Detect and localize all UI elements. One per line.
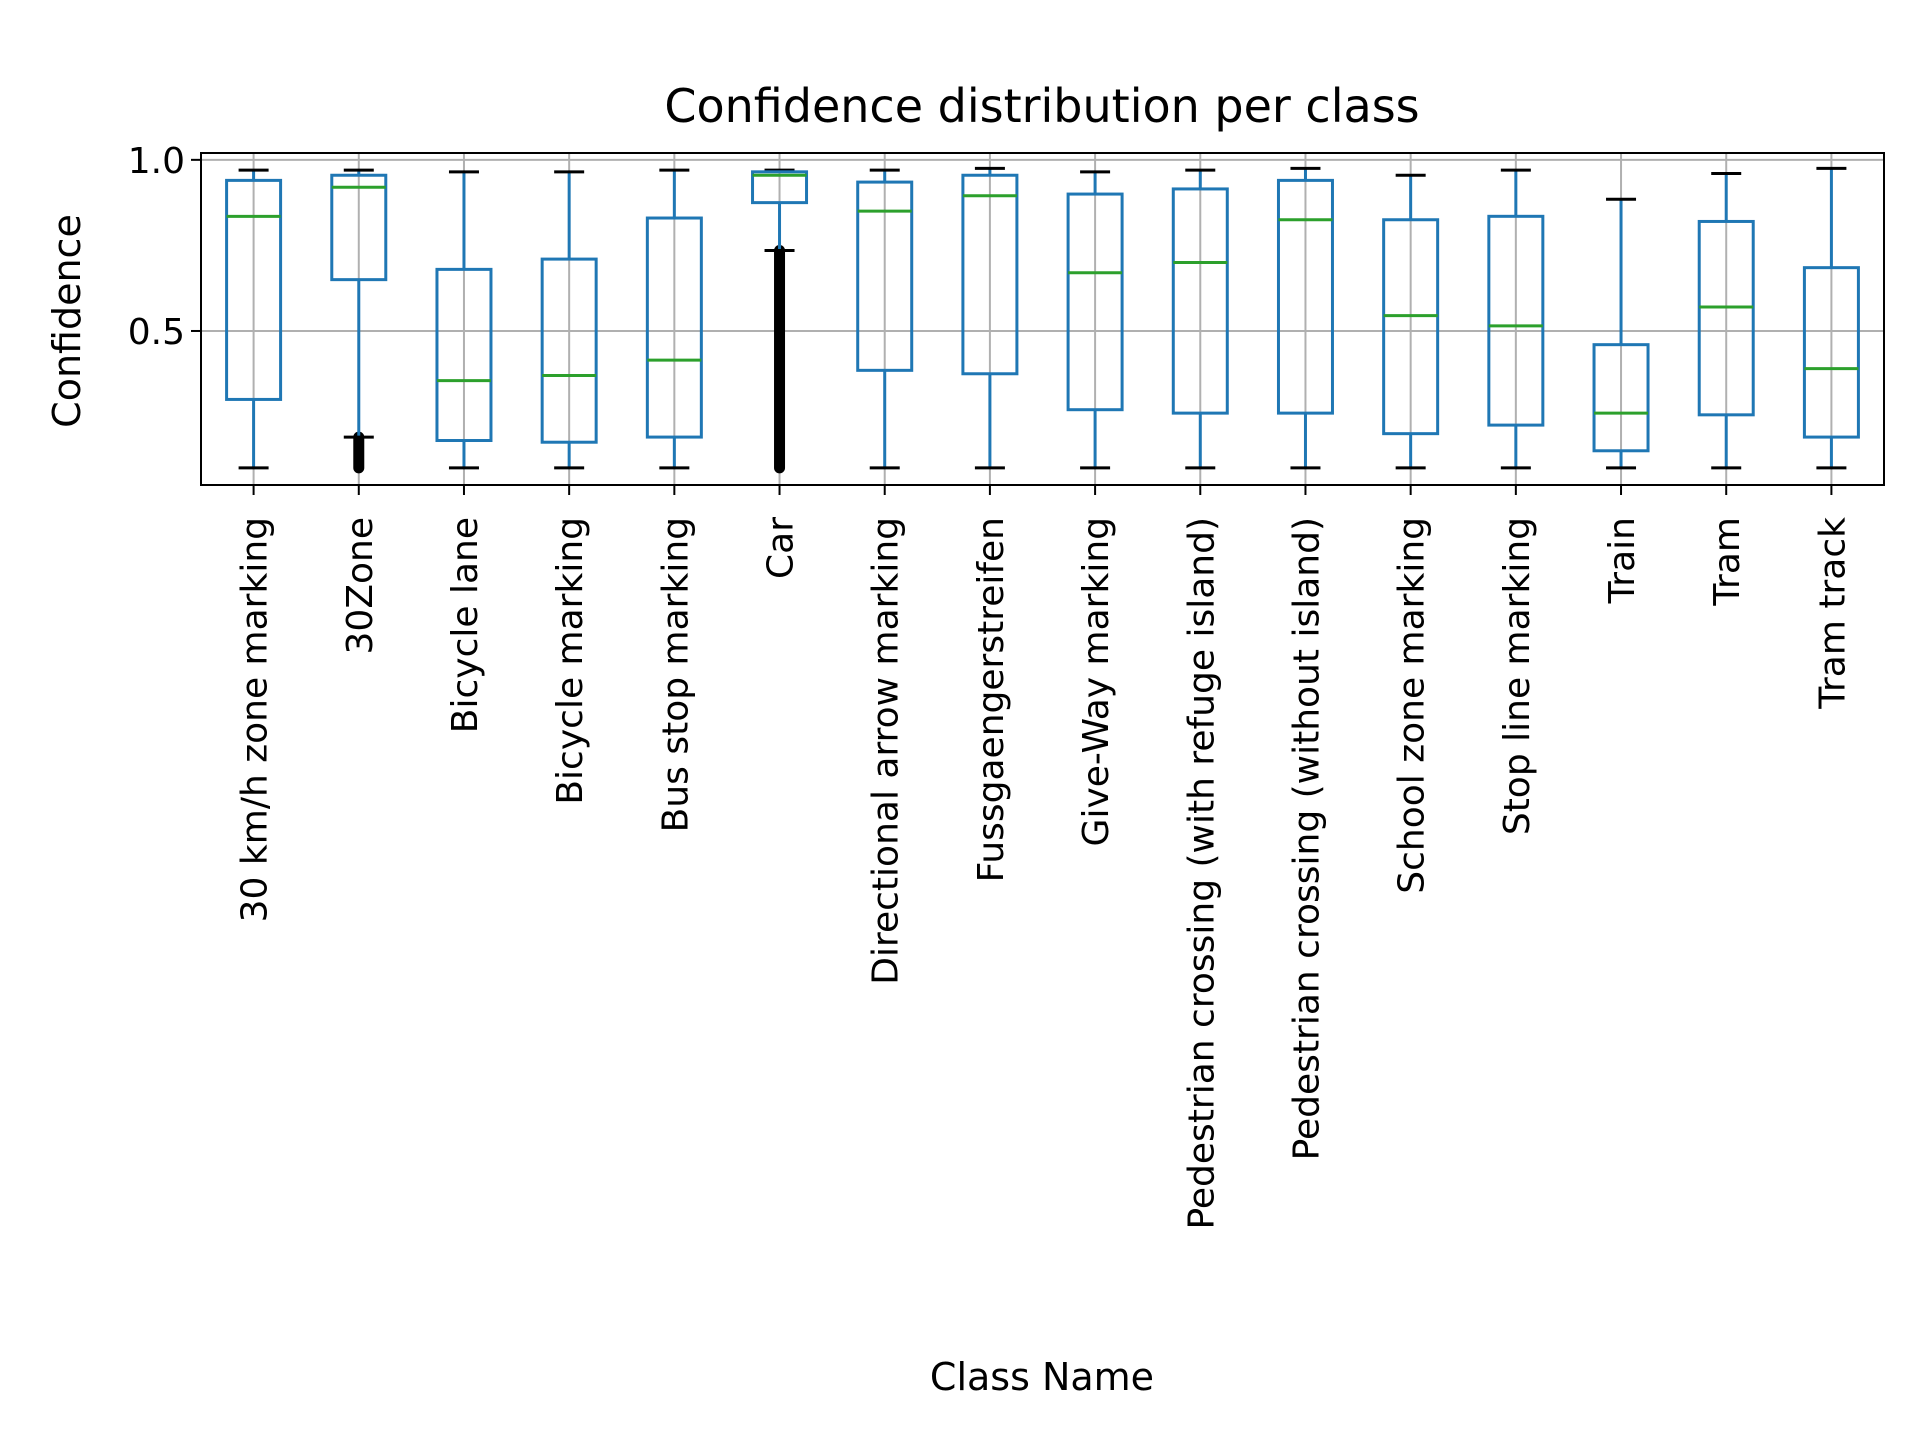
x-tick-label: Bus stop marking — [655, 517, 696, 832]
box-group — [330, 168, 388, 474]
box-group — [1802, 166, 1860, 470]
box-group — [540, 170, 598, 470]
iqr-box — [856, 180, 914, 372]
box-group — [1066, 170, 1124, 470]
iqr-box — [435, 267, 493, 443]
x-tick-label: Bicycle marking — [550, 517, 591, 805]
y-tick-label: 0.5 — [128, 312, 185, 353]
iqr-box — [1487, 214, 1545, 427]
iqr-box — [330, 173, 388, 282]
x-tick-label: Train — [1602, 517, 1643, 604]
x-tick-label: School zone marking — [1392, 517, 1433, 894]
x-tick-label: Stop line marking — [1497, 517, 1538, 835]
iqr-box — [751, 170, 809, 205]
box-group — [1697, 172, 1755, 470]
plot-frame — [200, 152, 1885, 486]
ticks-layer: 0.5 1.0 30 km/h zone marking 30Zone Bicycle … — [128, 141, 1854, 1230]
iqr-box — [1592, 343, 1650, 453]
x-tick-label: Pedestrian crossing (with refuge island) — [1181, 517, 1222, 1230]
box-group — [435, 170, 493, 470]
iqr-box — [1697, 219, 1755, 417]
x-tick-label: Bicycle lane — [445, 517, 486, 733]
iqr-box — [1171, 187, 1229, 415]
box-group — [645, 168, 703, 470]
box-group — [751, 168, 809, 474]
box-group — [1382, 173, 1440, 470]
x-tick-label: 30 km/h zone marking — [235, 517, 276, 922]
x-tick-label: 30Zone — [340, 517, 381, 654]
x-tick-label: Pedestrian crossing (without island) — [1286, 517, 1327, 1160]
iqr-box — [645, 216, 703, 439]
x-tick-label: Tram — [1707, 517, 1748, 607]
x-tick-label: Directional arrow marking — [866, 517, 907, 985]
box-group — [1276, 166, 1334, 470]
box-group — [961, 166, 1019, 470]
x-axis-label: Class Name — [930, 1355, 1154, 1399]
chart-title: Confidence distribution per class — [664, 79, 1419, 133]
box-group — [1171, 168, 1229, 470]
iqr-box — [961, 173, 1019, 376]
box-group — [225, 168, 283, 470]
iqr-box — [1066, 192, 1124, 412]
x-tick-label: Car — [761, 517, 802, 579]
y-axis-label: Confidence — [45, 214, 89, 428]
x-tick-label: Give-Way marking — [1076, 517, 1117, 846]
y-tick-label: 1.0 — [128, 141, 185, 182]
box-group — [1592, 197, 1650, 470]
x-tick-label: Fussgaengerstreifen — [971, 517, 1012, 882]
x-tick-label: Tram track — [1812, 517, 1853, 710]
iqr-box — [540, 257, 598, 444]
iqr-box — [1802, 266, 1860, 439]
iqr-box — [225, 178, 283, 401]
boxes-layer — [225, 166, 1860, 474]
box-group — [1487, 168, 1545, 470]
iqr-box — [1382, 218, 1440, 436]
iqr-box — [1276, 178, 1334, 415]
box-group — [856, 168, 914, 470]
